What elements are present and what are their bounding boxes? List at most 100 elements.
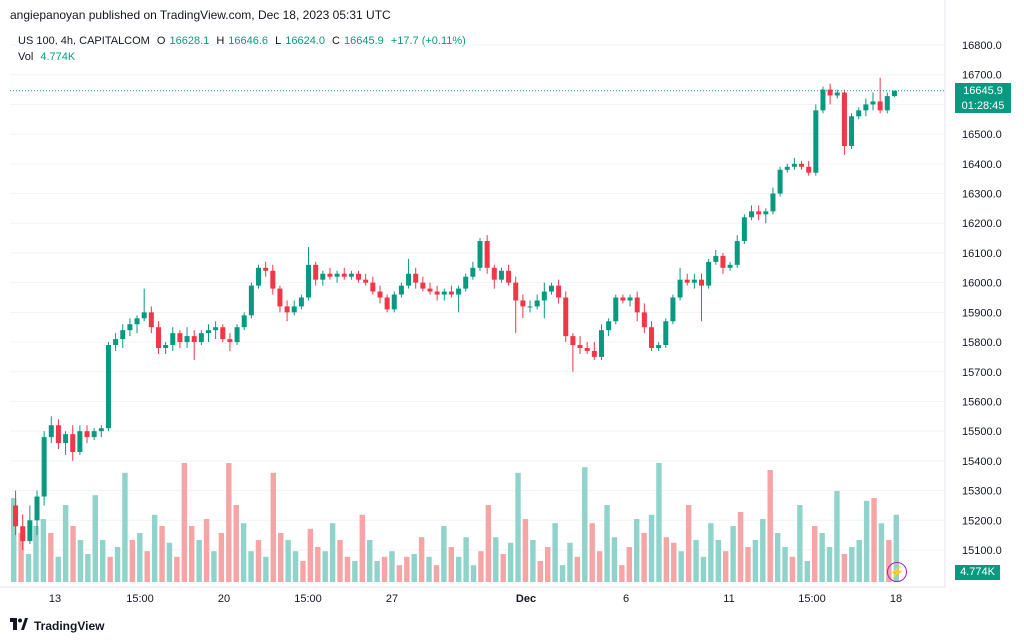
candle-body	[241, 315, 247, 328]
candle-body	[13, 505, 19, 527]
volume-bar	[122, 472, 128, 582]
candle-body	[270, 270, 276, 289]
volume-bar	[737, 512, 744, 582]
volume-bar	[485, 505, 492, 582]
volume-bar	[893, 514, 899, 582]
candle-body	[306, 264, 312, 298]
candle-body	[620, 297, 626, 301]
volume-bar	[567, 542, 573, 582]
candle-body	[627, 297, 633, 301]
candle-body	[563, 297, 569, 337]
y-tick-label: 16000.0	[962, 278, 1002, 290]
candle-body	[63, 434, 69, 444]
volume-bar	[871, 498, 877, 582]
candle-body	[391, 294, 397, 310]
y-tick-label: 16100.0	[962, 248, 1002, 260]
volume-bar	[359, 514, 365, 582]
volume-bar	[396, 565, 403, 582]
candle-body	[598, 330, 604, 357]
candle-body	[556, 285, 562, 298]
candle-body	[484, 241, 490, 268]
y-tick-label: 15100.0	[962, 545, 1002, 557]
candle-body	[734, 241, 740, 265]
candle-body	[527, 306, 533, 308]
candle-body	[763, 211, 769, 215]
volume-label[interactable]: Vol	[18, 51, 34, 63]
volume-bar	[819, 533, 825, 582]
candle-body	[134, 318, 140, 325]
y-tick-label: 16300.0	[962, 189, 1002, 201]
volume-bar	[196, 540, 202, 582]
candle-body	[606, 321, 612, 331]
y-tick-label: 15300.0	[962, 486, 1002, 498]
volume-bar	[270, 472, 276, 582]
candle-body	[70, 434, 76, 452]
high-label: H	[216, 35, 225, 47]
candle-body	[541, 291, 547, 301]
volume-bar	[181, 463, 187, 582]
candle-body	[334, 273, 340, 277]
volume-bar	[240, 523, 247, 582]
volume-bar	[648, 514, 655, 582]
y-tick-label: 16800.0	[962, 40, 1002, 52]
candle-body	[363, 279, 369, 283]
volume-bar	[641, 533, 647, 582]
x-tick-label: 27	[386, 593, 398, 605]
volume-bar	[389, 551, 395, 582]
x-tick-label: 15:00	[126, 593, 154, 605]
candle-body	[684, 279, 690, 283]
volume-bar	[656, 463, 662, 582]
open-value: 16628.1	[169, 35, 210, 47]
candle-body	[155, 327, 161, 348]
candle-body	[263, 267, 269, 271]
candle-body	[849, 116, 855, 146]
candle-body	[298, 297, 304, 307]
candle-body	[691, 279, 697, 283]
publisher-header: angiepanoyan published on TradingView.co…	[10, 8, 391, 22]
footer-brand[interactable]: TradingView	[34, 618, 105, 633]
volume-bar	[85, 554, 91, 582]
candle-body	[870, 101, 876, 105]
y-tick-label: 15200.0	[962, 515, 1002, 527]
volume-bar	[211, 551, 217, 582]
volume-bar	[433, 565, 440, 582]
volume-bar	[218, 533, 225, 582]
volume-bar	[634, 519, 640, 582]
volume-bar	[596, 551, 603, 582]
y-tick-label: 15600.0	[962, 396, 1002, 408]
volume-bar	[589, 523, 595, 582]
volume-bar	[545, 547, 551, 582]
candle-body	[548, 285, 554, 292]
volume-bar	[48, 533, 54, 582]
volume-bar	[25, 554, 32, 582]
candle-body	[434, 291, 440, 295]
symbol-info[interactable]: US 100, 4h, CAPITALCOM	[18, 35, 150, 47]
candle-body	[456, 288, 462, 295]
volume-bar	[233, 505, 239, 582]
volume-bar	[812, 526, 818, 582]
low-value: 16624.0	[285, 35, 325, 47]
volume-bar	[418, 537, 425, 582]
volume-bar	[100, 540, 106, 582]
candle-body	[348, 273, 354, 277]
volume-bar	[381, 556, 388, 582]
volume-bar	[493, 537, 499, 582]
candle-body	[313, 264, 319, 280]
volume-row: Vol 4.774K	[18, 49, 466, 65]
candle-body	[863, 104, 869, 111]
volume-bar	[552, 523, 558, 582]
candle-body	[184, 336, 190, 343]
volume-bar	[693, 540, 699, 582]
volume-bar	[671, 542, 677, 582]
candle-body	[448, 291, 454, 295]
lightning-bolt-icon[interactable]: ⚡	[887, 562, 907, 582]
high-value: 16646.6	[228, 35, 269, 47]
volume-bar	[559, 565, 566, 582]
volume-bar	[11, 498, 17, 582]
candle-body	[127, 324, 133, 331]
volume-bar	[40, 519, 47, 582]
volume-bar	[352, 561, 358, 582]
candle-body	[534, 300, 540, 307]
volume-bar	[159, 526, 165, 582]
